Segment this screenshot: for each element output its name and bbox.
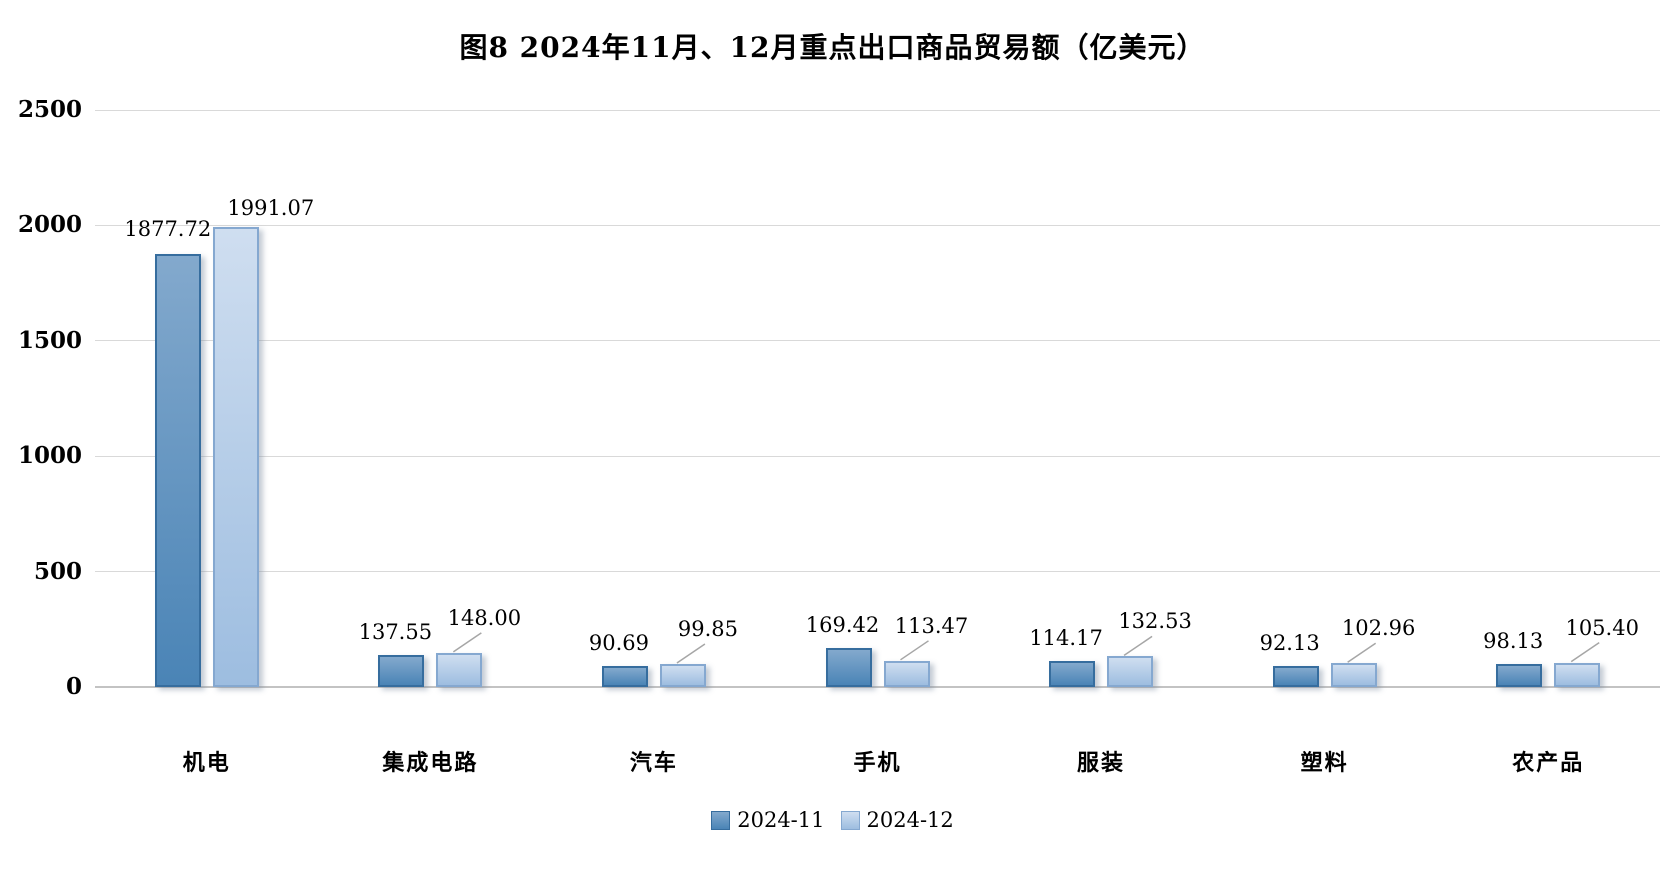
legend: 2024-11 2024-12 (0, 808, 1665, 832)
bar-value-label: 105.40 (1565, 615, 1639, 640)
leader-line (676, 643, 706, 664)
bar-2024-11-机电 (154, 253, 201, 687)
x-category-label: 农产品 (1512, 750, 1585, 776)
chart-title: 图8 2024年11月、12月重点出口商品贸易额（亿美元） (459, 31, 1206, 64)
bar-value-label: 148.00 (447, 605, 522, 630)
gridline (95, 340, 1660, 342)
bar-2024-11-手机 (825, 647, 872, 687)
x-category-label: 服装 (1077, 750, 1126, 776)
y-tick-label: 500 (33, 557, 82, 585)
bar-2024-12-集成电路 (436, 652, 483, 687)
bar-2024-11-汽车 (601, 666, 648, 687)
leader-line (900, 640, 929, 661)
bar-value-label: 114.17 (1029, 625, 1103, 650)
bar-value-label: 98.13 (1483, 629, 1544, 654)
bar-value-label: 102.96 (1341, 616, 1416, 641)
bar-2024-11-集成电路 (378, 655, 425, 687)
bar-2024-12-手机 (883, 660, 930, 687)
gridline (95, 224, 1660, 226)
bar-value-label: 1877.72 (124, 216, 212, 241)
bar-value-label: 92.13 (1259, 630, 1320, 655)
y-tick-label: 1500 (17, 326, 82, 354)
leader-line (1123, 635, 1153, 657)
x-category-label: 机电 (182, 750, 231, 776)
y-tick-label: 2000 (17, 211, 82, 239)
bar-2024-12-汽车 (659, 663, 706, 687)
bar-2024-12-塑料 (1330, 663, 1377, 687)
gridline (95, 571, 1660, 573)
bar-value-label: 113.47 (894, 613, 969, 638)
legend-swatch-2024-11 (711, 810, 731, 830)
bar-2024-11-服装 (1049, 660, 1096, 687)
x-category-label: 塑料 (1300, 750, 1349, 776)
x-axis-baseline (95, 686, 1660, 688)
y-tick-label: 0 (65, 673, 82, 700)
bar-2024-12-服装 (1107, 656, 1154, 687)
x-category-label: 手机 (853, 750, 902, 776)
bar-value-label: 1991.07 (227, 196, 315, 221)
y-tick-label: 1000 (17, 442, 82, 470)
legend-label: 2024-11 (737, 808, 825, 832)
bar-2024-11-塑料 (1272, 665, 1319, 687)
bar-value-label: 169.42 (805, 612, 880, 637)
legend-label: 2024-12 (866, 808, 954, 832)
legend-item-2024-11: 2024-11 (711, 808, 825, 832)
bar-2024-11-农产品 (1496, 664, 1543, 687)
bar-2024-12-农产品 (1554, 662, 1601, 687)
legend-swatch-2024-12 (840, 810, 860, 830)
x-category-label: 汽车 (629, 750, 678, 776)
bar-value-label: 90.69 (588, 631, 649, 656)
bar-2024-12-机电 (212, 227, 259, 687)
gridline (95, 109, 1660, 111)
x-category-label: 集成电路 (382, 750, 479, 776)
leader-line (1570, 642, 1600, 663)
gridline (95, 455, 1660, 457)
y-tick-label: 2500 (17, 96, 82, 123)
leader-line (452, 632, 482, 653)
bar-value-label: 99.85 (677, 616, 738, 641)
bar-value-label: 132.53 (1118, 609, 1192, 634)
leader-line (1347, 642, 1377, 663)
legend-item-2024-12: 2024-12 (840, 808, 954, 832)
bar-value-label: 137.55 (358, 620, 433, 645)
